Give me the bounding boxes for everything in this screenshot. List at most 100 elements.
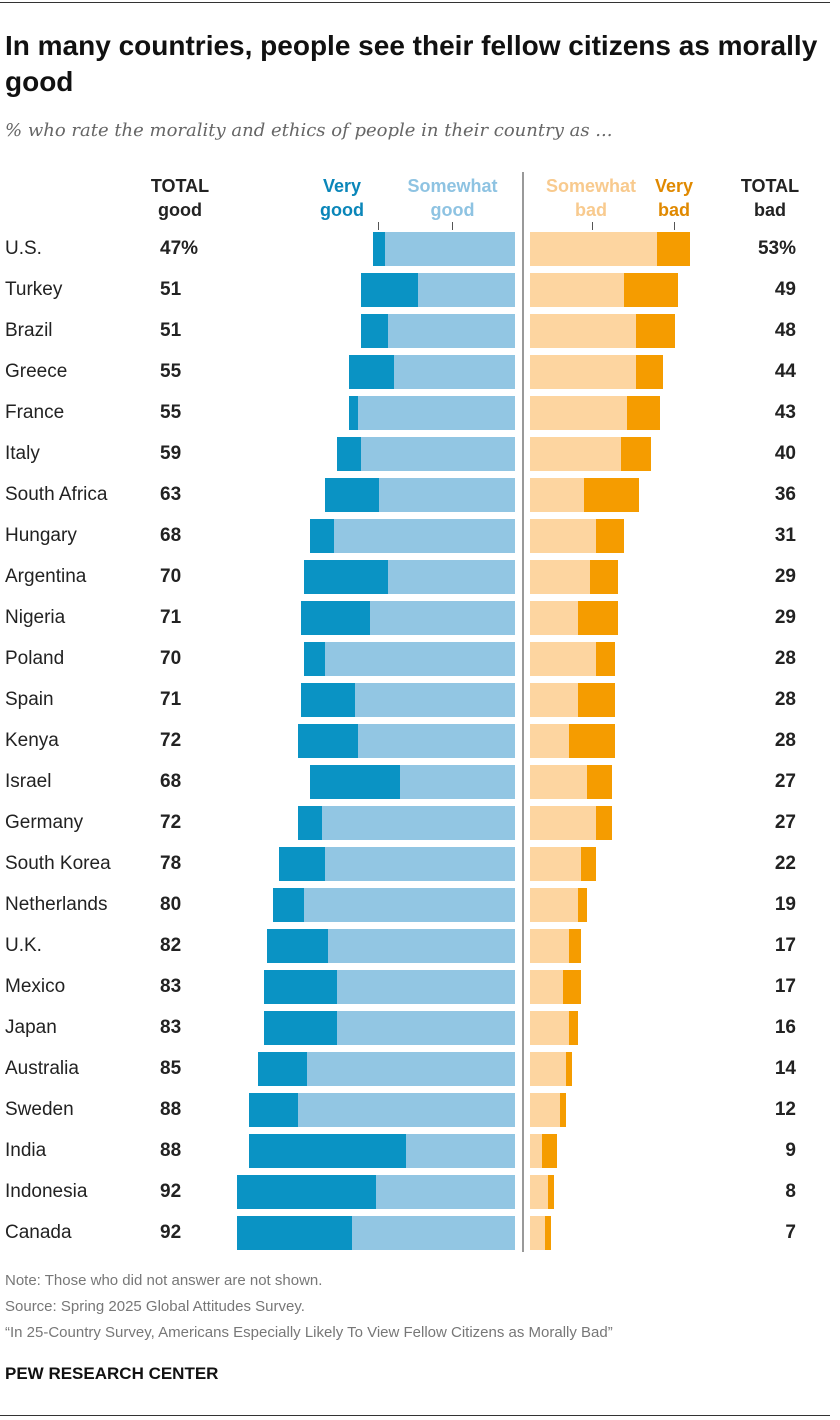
chart-subtitle: % who rate the morality and ethics of pe… bbox=[5, 120, 613, 141]
header-very-good-line2: good bbox=[320, 200, 364, 220]
somewhat-bad-tick bbox=[592, 222, 593, 230]
country-label: Israel bbox=[5, 771, 52, 792]
total-good-label: 88 bbox=[160, 1140, 182, 1161]
header-total-bad-line2: bad bbox=[753, 200, 786, 220]
very-good-bar bbox=[360, 314, 389, 348]
total-bad-label: 53% bbox=[757, 238, 796, 259]
total-bad-label: 9 bbox=[785, 1140, 796, 1161]
total-bad-label: 44 bbox=[774, 361, 796, 382]
country-label: Canada bbox=[5, 1222, 72, 1243]
somewhat-bad-bar bbox=[530, 232, 657, 266]
somewhat-bad-bar bbox=[530, 273, 624, 307]
very-good-bar bbox=[237, 1175, 377, 1209]
somewhat-good-bar bbox=[388, 314, 515, 348]
total-good-label: 51 bbox=[160, 279, 182, 300]
total-good-label: 68 bbox=[160, 525, 182, 546]
very-bad-bar bbox=[578, 601, 618, 635]
very-good-bar bbox=[324, 478, 380, 512]
very-bad-bar bbox=[596, 806, 612, 840]
country-label: Spain bbox=[5, 689, 54, 710]
very-bad-bar bbox=[581, 847, 597, 881]
total-good-label: 72 bbox=[160, 812, 182, 833]
bottom-rule bbox=[0, 1415, 830, 1416]
country-label: Greece bbox=[5, 361, 68, 382]
somewhat-good-bar bbox=[327, 929, 515, 963]
somewhat-bad-bar bbox=[530, 1052, 567, 1086]
very-bad-bar bbox=[563, 970, 582, 1004]
note: Note: Those who did not answer are not s… bbox=[5, 1272, 323, 1289]
country-label: Hungary bbox=[5, 525, 77, 546]
very-bad-bar bbox=[569, 1011, 579, 1045]
total-bad-label: 28 bbox=[774, 730, 796, 751]
somewhat-good-bar bbox=[333, 519, 515, 553]
total-good-label: 59 bbox=[160, 443, 182, 464]
total-bad-label: 27 bbox=[774, 812, 796, 833]
somewhat-bad-bar bbox=[530, 765, 588, 799]
somewhat-good-bar bbox=[324, 847, 515, 881]
country-label: U.S. bbox=[5, 238, 42, 259]
country-label: Germany bbox=[5, 812, 84, 833]
very-good-bar bbox=[267, 929, 328, 963]
somewhat-good-bar bbox=[370, 601, 515, 635]
country-label: South Africa bbox=[5, 484, 108, 505]
somewhat-bad-bar bbox=[530, 970, 564, 1004]
very-bad-bar bbox=[626, 396, 660, 430]
somewhat-good-bar bbox=[388, 560, 515, 594]
header-total-good-line1: TOTAL bbox=[150, 176, 210, 196]
total-bad-label: 31 bbox=[774, 525, 796, 546]
total-good-label: 82 bbox=[160, 935, 182, 956]
somewhat-bad-bar bbox=[530, 437, 621, 471]
very-bad-bar bbox=[635, 355, 663, 389]
total-good-label: 92 bbox=[160, 1222, 182, 1243]
report-title: “In 25-Country Survey, Americans Especia… bbox=[5, 1324, 613, 1341]
total-good-label: 80 bbox=[160, 894, 182, 915]
somewhat-bad-bar bbox=[530, 642, 597, 676]
somewhat-bad-bar bbox=[530, 847, 582, 881]
total-bad-label: 28 bbox=[774, 648, 796, 669]
total-bad-label: 14 bbox=[774, 1058, 796, 1079]
brand-logo: PEW RESEARCH CENTER bbox=[5, 1364, 219, 1383]
somewhat-good-bar bbox=[400, 765, 515, 799]
somewhat-good-bar bbox=[336, 1011, 515, 1045]
country-label: Australia bbox=[5, 1058, 79, 1079]
total-bad-label: 29 bbox=[774, 607, 796, 628]
somewhat-good-bar bbox=[360, 437, 515, 471]
very-bad-tick bbox=[674, 222, 675, 230]
very-bad-bar bbox=[545, 1216, 552, 1250]
country-label: South Korea bbox=[5, 853, 111, 874]
country-label: Turkey bbox=[5, 279, 63, 300]
total-good-label: 63 bbox=[160, 484, 182, 505]
very-good-bar bbox=[279, 847, 325, 881]
somewhat-good-bar bbox=[303, 888, 515, 922]
total-bad-label: 16 bbox=[774, 1017, 796, 1038]
header-total-good: TOTAL good bbox=[140, 174, 220, 222]
somewhat-good-bar bbox=[379, 478, 515, 512]
total-good-label: 88 bbox=[160, 1099, 182, 1120]
header-somewhat-good-line2: good bbox=[430, 200, 475, 220]
header-somewhat-bad-line2: bad bbox=[574, 200, 607, 220]
header-somewhat-good-line1: Somewhat bbox=[407, 176, 498, 196]
total-good-label: 71 bbox=[160, 689, 182, 710]
very-good-bar bbox=[303, 642, 325, 676]
very-good-bar bbox=[249, 1134, 407, 1168]
somewhat-bad-bar bbox=[530, 929, 570, 963]
somewhat-good-bar bbox=[376, 1175, 515, 1209]
header-very-bad: Very bad bbox=[648, 174, 700, 222]
somewhat-bad-bar bbox=[530, 683, 579, 717]
center-divider bbox=[522, 172, 524, 1252]
very-bad-bar bbox=[566, 1052, 573, 1086]
somewhat-good-bar bbox=[357, 396, 515, 430]
country-label: Mexico bbox=[5, 976, 66, 997]
header-somewhat-good: Somewhat good bbox=[395, 174, 510, 222]
somewhat-bad-bar bbox=[530, 888, 579, 922]
somewhat-bad-bar bbox=[530, 1175, 549, 1209]
total-good-label: 70 bbox=[160, 648, 182, 669]
somewhat-bad-bar bbox=[530, 806, 597, 840]
total-bad-label: 7 bbox=[785, 1222, 796, 1243]
very-bad-bar bbox=[596, 519, 624, 553]
country-label: India bbox=[5, 1140, 47, 1161]
total-good-label: 85 bbox=[160, 1058, 182, 1079]
somewhat-bad-bar bbox=[530, 724, 570, 758]
total-good-label: 70 bbox=[160, 566, 182, 587]
country-label: Poland bbox=[5, 648, 65, 669]
